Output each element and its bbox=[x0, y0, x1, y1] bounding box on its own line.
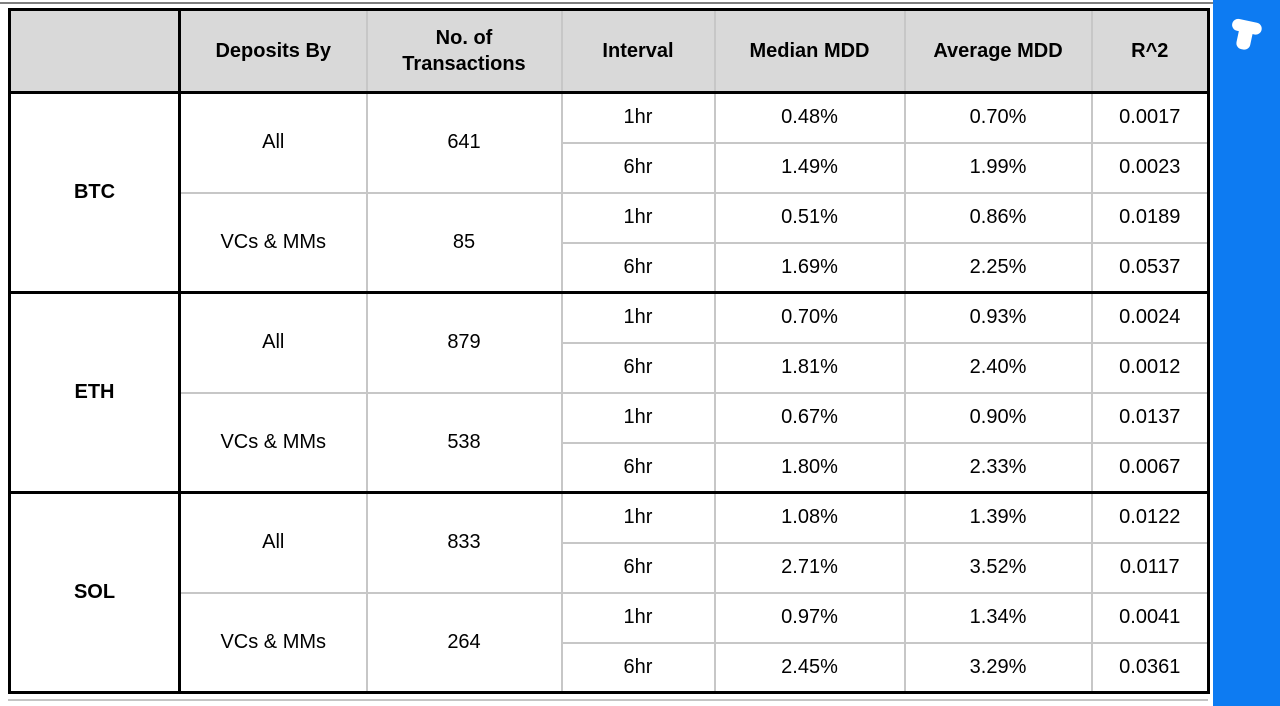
table-row: ETH All 879 1hr 0.70% 0.93% 0.0024 bbox=[8, 291, 1210, 494]
r2-cell: 0.0189 bbox=[1090, 191, 1210, 244]
median-mdd-cell: 1.80% bbox=[713, 441, 906, 494]
col-header-transactions: No. of Transactions bbox=[365, 8, 563, 94]
r2-cell: 0.0041 bbox=[1090, 591, 1210, 644]
median-mdd-cell: 2.45% bbox=[713, 641, 906, 694]
median-mdd-cell: 1.81% bbox=[713, 341, 906, 394]
table-row: 6hr 2.71% 3.52% 0.0117 bbox=[10, 541, 1210, 594]
median-mdd-cell: 1.49% bbox=[713, 141, 906, 194]
top-hairline bbox=[0, 2, 1213, 4]
median-mdd-cell: 0.48% bbox=[713, 91, 906, 144]
col-header-deposits-by: Deposits By bbox=[178, 8, 368, 94]
mdd-statistics-table: Deposits By No. of Transactions Interval… bbox=[8, 8, 1210, 694]
table-row: VCs & MMs 264 1hr 0.97% 1.34% 0.0041 bbox=[10, 591, 1210, 694]
col-header-r2: R^2 bbox=[1090, 8, 1210, 94]
asset-cell-eth: ETH bbox=[8, 291, 181, 494]
deposits-by-cell: All bbox=[178, 91, 368, 194]
average-mdd-cell: 2.40% bbox=[903, 341, 1093, 394]
deposits-by-cell: VCs & MMs bbox=[178, 591, 368, 694]
r2-cell: 0.0023 bbox=[1090, 141, 1210, 194]
interval-cell: 1hr bbox=[560, 191, 716, 244]
transactions-cell: 641 bbox=[365, 91, 563, 194]
r2-cell: 0.0361 bbox=[1090, 641, 1210, 694]
table-row: 6hr 1.69% 2.25% 0.0537 bbox=[10, 241, 1210, 294]
average-mdd-cell: 1.34% bbox=[903, 591, 1093, 644]
average-mdd-cell: 2.25% bbox=[903, 241, 1093, 294]
deposits-by-cell: VCs & MMs bbox=[178, 391, 368, 494]
r2-cell: 0.0117 bbox=[1090, 541, 1210, 594]
transactions-cell: 85 bbox=[365, 191, 563, 294]
interval-cell: 6hr bbox=[560, 641, 716, 694]
interval-cell: 1hr bbox=[560, 291, 716, 344]
col-header-blank bbox=[8, 8, 181, 94]
r2-cell: 0.0067 bbox=[1090, 441, 1210, 494]
average-mdd-cell: 1.39% bbox=[903, 491, 1093, 544]
r2-cell: 0.0017 bbox=[1090, 91, 1210, 144]
r2-cell: 0.0012 bbox=[1090, 341, 1210, 394]
interval-cell: 6hr bbox=[560, 141, 716, 194]
interval-cell: 1hr bbox=[560, 91, 716, 144]
average-mdd-cell: 0.70% bbox=[903, 91, 1093, 144]
transactions-cell: 833 bbox=[365, 491, 563, 594]
median-mdd-cell: 1.08% bbox=[713, 491, 906, 544]
interval-cell: 6hr bbox=[560, 441, 716, 494]
r2-cell: 0.0122 bbox=[1090, 491, 1210, 544]
average-mdd-cell: 0.90% bbox=[903, 391, 1093, 444]
table-row: 6hr 1.81% 2.40% 0.0012 bbox=[10, 341, 1210, 394]
table-row: 6hr 2.45% 3.29% 0.0361 bbox=[10, 641, 1210, 694]
interval-cell: 1hr bbox=[560, 591, 716, 644]
table-row: 6hr 1.80% 2.33% 0.0067 bbox=[10, 441, 1210, 494]
brand-sidebar bbox=[1213, 0, 1280, 706]
table-row: 6hr 1.49% 1.99% 0.0023 bbox=[10, 141, 1210, 194]
table-row: SOL All 833 1hr 1.08% 1.39% 0.0122 bbox=[8, 491, 1210, 694]
median-mdd-cell: 0.97% bbox=[713, 591, 906, 644]
median-mdd-cell: 0.67% bbox=[713, 391, 906, 444]
median-mdd-cell: 2.71% bbox=[713, 541, 906, 594]
average-mdd-cell: 0.93% bbox=[903, 291, 1093, 344]
r2-cell: 0.0537 bbox=[1090, 241, 1210, 294]
deposits-by-cell: All bbox=[178, 291, 368, 394]
deposits-by-cell: All bbox=[178, 491, 368, 594]
median-mdd-cell: 1.69% bbox=[713, 241, 906, 294]
average-mdd-cell: 1.99% bbox=[903, 141, 1093, 194]
average-mdd-cell: 2.33% bbox=[903, 441, 1093, 494]
interval-cell: 1hr bbox=[560, 491, 716, 544]
interval-cell: 6hr bbox=[560, 541, 716, 594]
transactions-cell: 264 bbox=[365, 591, 563, 694]
bottom-hairline bbox=[8, 699, 1208, 701]
interval-cell: 1hr bbox=[560, 391, 716, 444]
col-header-average-mdd: Average MDD bbox=[903, 8, 1093, 94]
interval-cell: 6hr bbox=[560, 241, 716, 294]
r2-cell: 0.0137 bbox=[1090, 391, 1210, 444]
table-row: VCs & MMs 538 1hr 0.67% 0.90% 0.0137 bbox=[10, 391, 1210, 494]
header-row: Deposits By No. of Transactions Interval… bbox=[8, 8, 1210, 94]
r2-cell: 0.0024 bbox=[1090, 291, 1210, 344]
brand-logo-icon bbox=[1232, 18, 1262, 50]
average-mdd-cell: 3.52% bbox=[903, 541, 1093, 594]
average-mdd-cell: 3.29% bbox=[903, 641, 1093, 694]
asset-cell-sol: SOL bbox=[8, 491, 181, 694]
median-mdd-cell: 0.51% bbox=[713, 191, 906, 244]
interval-cell: 6hr bbox=[560, 341, 716, 394]
col-header-median-mdd: Median MDD bbox=[713, 8, 906, 94]
col-header-interval: Interval bbox=[560, 8, 716, 94]
average-mdd-cell: 0.86% bbox=[903, 191, 1093, 244]
median-mdd-cell: 0.70% bbox=[713, 291, 906, 344]
transactions-cell: 879 bbox=[365, 291, 563, 394]
transactions-cell: 538 bbox=[365, 391, 563, 494]
deposits-by-cell: VCs & MMs bbox=[178, 191, 368, 294]
asset-cell-btc: BTC bbox=[8, 91, 181, 294]
table-row: BTC All 641 1hr 0.48% 0.70% 0.0017 bbox=[8, 91, 1210, 294]
table-row: VCs & MMs 85 1hr 0.51% 0.86% 0.0189 bbox=[10, 191, 1210, 294]
